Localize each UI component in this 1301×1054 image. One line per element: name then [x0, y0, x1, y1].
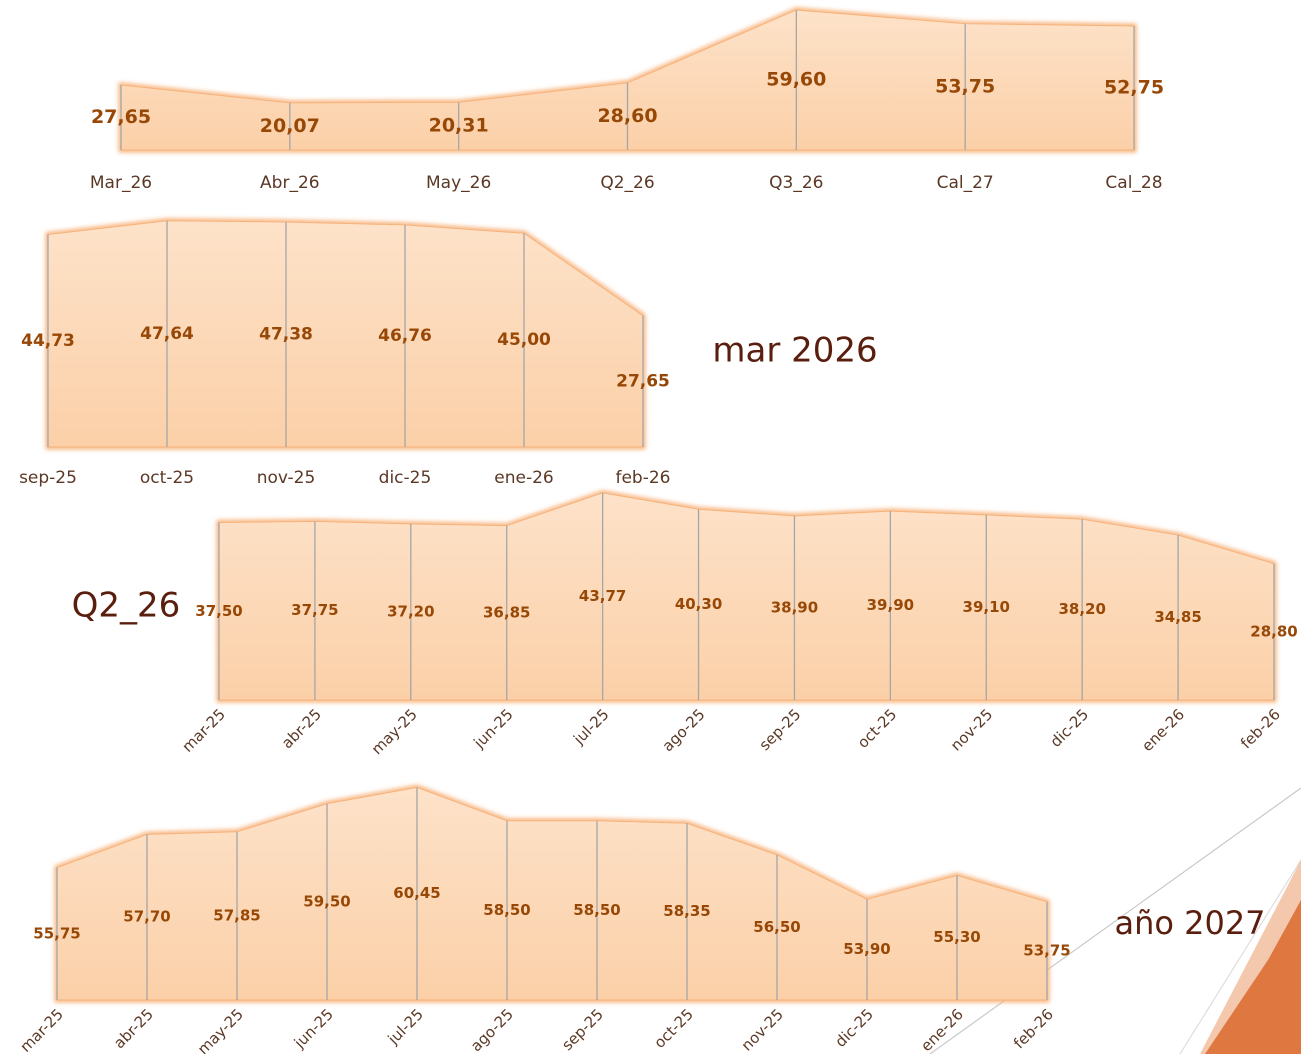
x-tick-label: ene-26: [917, 1005, 967, 1054]
data-label: 28,80: [1250, 622, 1297, 640]
x-tick-label: Q2_26: [600, 173, 654, 193]
data-label: 55,30: [933, 928, 980, 946]
x-tick-label: ene-26: [494, 468, 553, 488]
data-label: 38,20: [1058, 600, 1105, 618]
x-tick-label: jun-25: [470, 705, 517, 752]
x-tick-label: oct-25: [650, 1005, 697, 1052]
x-tick-label: mar-25: [16, 1005, 67, 1054]
data-label: 52,75: [1104, 77, 1164, 99]
data-label: 20,31: [429, 115, 489, 137]
data-label: 60,45: [393, 884, 440, 902]
chart: 55,75 mar-25 57,70 abr-25 57,85 may-25 59,50 ju…: [16, 784, 1266, 1054]
data-label: 20,07: [260, 115, 320, 137]
data-label: 59,60: [766, 68, 826, 90]
x-tick-label: sep-25: [558, 1005, 607, 1054]
data-label: 58,50: [573, 901, 620, 919]
deco-shape: [1205, 900, 1301, 1054]
deco-line: [1179, 859, 1301, 1054]
x-tick-label: nov-25: [257, 468, 316, 488]
x-tick-label: jun-25: [290, 1005, 337, 1052]
x-tick-label: jul-25: [384, 1005, 427, 1048]
area: [218, 492, 1275, 701]
chart: 44,73 sep-25 47,64 oct-25 47,38 nov-25 46,76 di…: [19, 218, 878, 488]
data-label: 47,38: [259, 324, 313, 344]
area: [47, 220, 644, 448]
x-tick-label: nov-25: [947, 705, 996, 754]
x-tick-label: oct-25: [140, 468, 194, 488]
deco-line: [929, 787, 1301, 1054]
chart: 37,50 mar-25 37,75 abr-25 37,20 may-25 36,85 ju…: [72, 490, 1298, 758]
x-tick-label: May_26: [426, 173, 491, 193]
data-label: 27,65: [91, 106, 151, 128]
decoration: [929, 787, 1301, 1054]
data-label: 59,50: [303, 892, 350, 910]
x-tick-label: jul-25: [569, 705, 612, 748]
data-label: 43,77: [579, 587, 626, 605]
data-label: 27,65: [616, 371, 670, 391]
area: [56, 786, 1048, 1001]
x-tick-label: abr-25: [110, 1005, 157, 1052]
x-tick-label: dic-25: [831, 1005, 877, 1051]
x-tick-label: may-25: [368, 705, 421, 758]
x-tick-label: may-25: [194, 1005, 247, 1054]
data-label: 57,70: [123, 908, 170, 926]
x-tick-label: abr-25: [278, 705, 325, 752]
x-tick-label: dic-25: [1047, 705, 1093, 751]
data-label: 53,75: [935, 75, 995, 97]
x-tick-label: Cal_27: [937, 173, 994, 193]
data-label: 38,90: [771, 598, 818, 616]
data-label: 37,20: [387, 602, 434, 620]
data-label: 44,73: [21, 331, 75, 351]
data-label: 40,30: [675, 595, 722, 613]
x-tick-label: Q3_26: [769, 173, 823, 193]
chart-title: Q2_26: [72, 586, 181, 626]
x-tick-label: ago-25: [659, 705, 709, 755]
chart-title: año 2027: [1114, 904, 1265, 942]
x-tick-label: Cal_28: [1105, 173, 1162, 193]
x-tick-label: ene-26: [1138, 705, 1188, 755]
x-tick-label: nov-25: [738, 1005, 787, 1054]
data-label: 57,85: [213, 906, 260, 924]
data-label: 56,50: [753, 918, 800, 936]
data-label: 55,75: [33, 924, 80, 942]
data-label: 58,50: [483, 901, 530, 919]
x-tick-label: feb-26: [1010, 1005, 1057, 1052]
x-tick-label: feb-26: [1237, 705, 1284, 752]
x-tick-label: dic-25: [379, 468, 432, 488]
x-tick-label: Mar_26: [90, 173, 152, 193]
x-tick-label: ago-25: [467, 1005, 517, 1054]
data-label: 39,10: [963, 598, 1010, 616]
data-label: 53,75: [1023, 941, 1070, 959]
chart: 27,65 Mar_26 20,07 Abr_26 20,31 May_26 28,60 Q2…: [90, 7, 1164, 193]
x-tick-label: feb-26: [615, 468, 670, 488]
data-label: 39,90: [867, 596, 914, 614]
data-label: 46,76: [378, 326, 432, 346]
data-label: 28,60: [597, 105, 657, 127]
data-label: 36,85: [483, 603, 530, 621]
data-label: 47,64: [140, 324, 194, 344]
x-tick-label: Abr_26: [260, 173, 320, 193]
data-label: 58,35: [663, 902, 710, 920]
data-label: 53,90: [843, 940, 890, 958]
data-label: 37,75: [291, 601, 338, 619]
data-label: 45,00: [497, 330, 551, 350]
x-tick-label: sep-25: [19, 468, 77, 488]
chart-title: mar 2026: [712, 331, 877, 371]
x-tick-label: mar-25: [178, 705, 229, 756]
x-tick-label: sep-25: [756, 705, 805, 754]
data-label: 34,85: [1154, 608, 1201, 626]
data-label: 37,50: [195, 602, 242, 620]
x-tick-label: oct-25: [854, 705, 901, 752]
